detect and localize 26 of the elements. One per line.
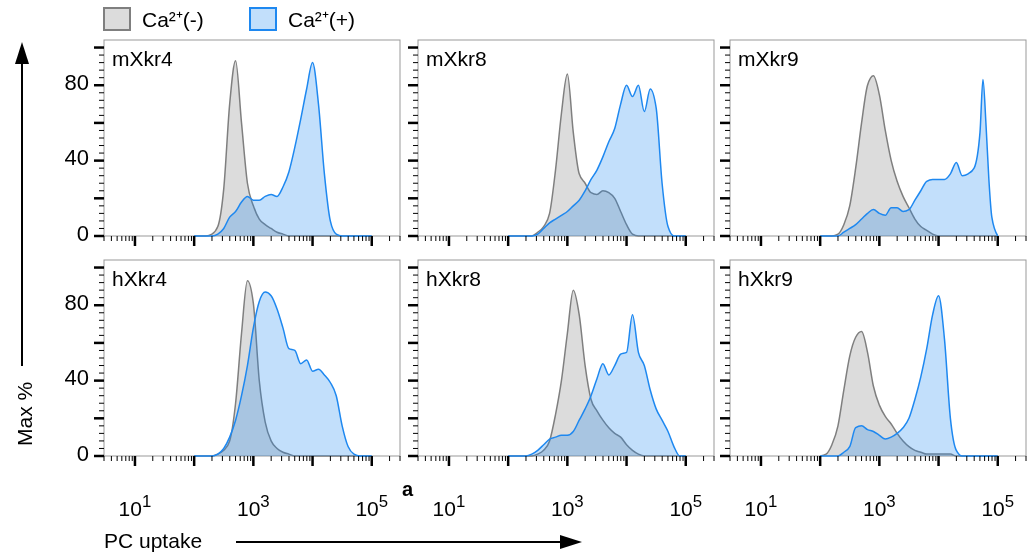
y-axis-title: Max % [13,381,36,446]
x-tick-label: 10$^{3}$ [863,491,896,520]
chart-title: mXkr9 [738,47,799,70]
x-tick-label: 10$^{5}$ [981,491,1015,520]
x-tick-label: 10$^{1}$ [432,491,466,520]
chart-title: hXkr9 [738,267,793,290]
y-tick-label: 80 [64,69,89,95]
legend-label: Ca²⁺(-) [142,8,204,31]
chart-title: hXkr8 [426,267,481,290]
chart-title: mXkr4 [112,47,173,70]
chart-title: hXkr4 [112,267,168,290]
x-tick-label: 10$^{3}$ [237,491,270,520]
x-axis-title: PC uptake [104,529,203,552]
y-tick-label: 0 [76,220,89,246]
y-tick-label: 40 [64,145,89,171]
x-tick-label: 10$^{3}$ [551,491,584,520]
chart-title: mXkr8 [426,47,487,70]
y-tick-label: 0 [76,440,89,466]
x-tick-label: 10$^{5}$ [669,491,703,520]
text: a [402,478,414,500]
x-tick-label: 10$^{1}$ [118,491,152,520]
legend-label: Ca²⁺(+) [288,8,356,31]
x-tick-label: 10$^{5}$ [355,491,389,520]
y-tick-label: 80 [64,289,89,315]
y-tick-label: 40 [64,365,89,391]
x-tick-label: 10$^{1}$ [744,491,778,520]
